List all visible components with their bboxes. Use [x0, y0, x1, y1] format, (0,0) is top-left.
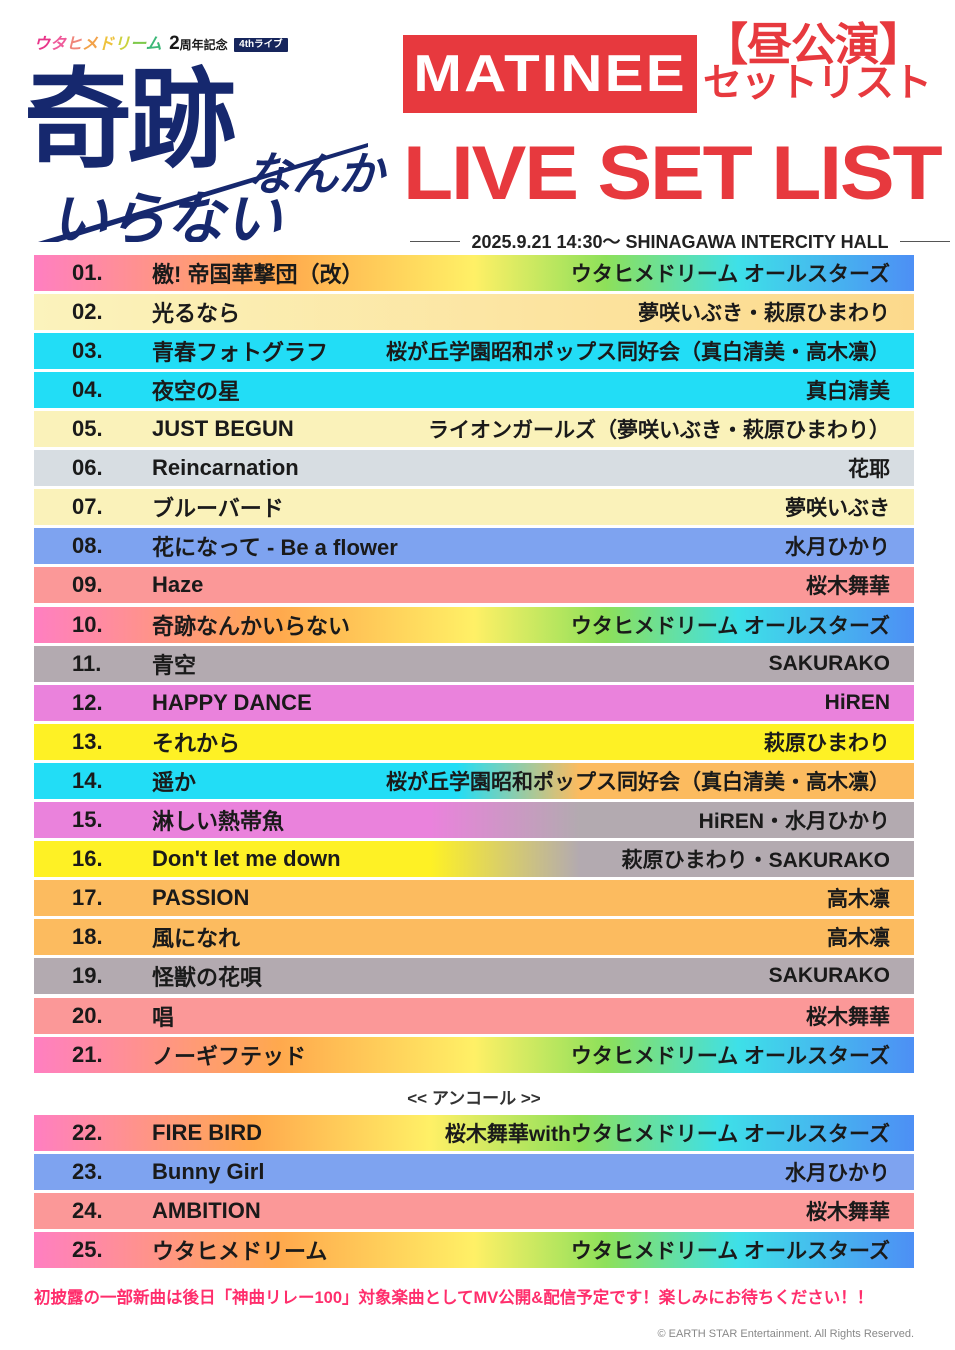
svg-text:奇跡: 奇跡 [28, 62, 235, 180]
svg-text:いらない: いらない [50, 187, 282, 242]
